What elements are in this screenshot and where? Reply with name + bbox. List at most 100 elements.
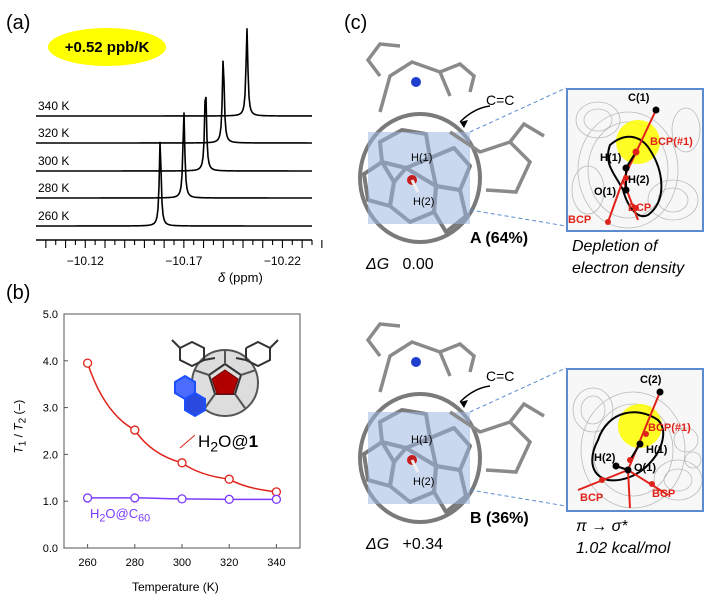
bottom-caption-line1: π → σ*	[576, 518, 628, 535]
pyridine-arms-icon	[171, 339, 279, 368]
bottom-inset-drawing	[572, 387, 702, 509]
nmr-xlabel-unit: (ppm)	[225, 270, 263, 285]
label-h2o-at-1: H2O@1	[198, 432, 259, 456]
chart-y-tick-label: 1.0	[43, 496, 58, 508]
nmr-badge-text: +0.52 ppb/K	[64, 38, 150, 56]
bottom-cc-arrow	[459, 385, 491, 403]
nmr-spectra: −10.12 −10.17 −10.22	[36, 28, 323, 268]
nmr-temp-label: 320 K	[38, 126, 70, 140]
inset-connector	[469, 367, 567, 413]
top-inset-h2-label: H(2)	[628, 174, 650, 186]
nmr-trace	[36, 141, 312, 227]
bottom-h2-label: H(2)	[413, 476, 435, 488]
data-point	[224, 494, 234, 504]
data-point	[271, 494, 282, 504]
label-leader-line	[179, 434, 196, 449]
top-cc-arrow	[459, 105, 491, 123]
data-point	[82, 493, 93, 503]
nmr-x-tick-label: −10.17	[165, 254, 202, 268]
top-caption-line2: electron density	[572, 260, 685, 277]
bottom-inset-h1-label: H(1)	[646, 444, 668, 456]
top-inset-o1-label: O(1)	[594, 186, 616, 198]
bottom-cc-label: C=C	[486, 368, 515, 384]
panel-label-c: (c)	[344, 12, 368, 34]
bottom-inset-c-label: C(2)	[640, 374, 662, 386]
top-inset-bcp-b-label: BCP	[568, 214, 592, 226]
bottom-inset-o1-label: O(1)	[634, 462, 656, 474]
top-h1-label: H(1)	[411, 152, 433, 164]
chart-y-tick-label: 2.0	[43, 449, 58, 461]
bottom-cap-arms	[365, 322, 476, 393]
top-inset-bcp-a-label: BCP	[628, 202, 652, 214]
bottom-caption-line2: 1.02 kcal/mol	[576, 540, 671, 557]
bottom-delta-g: ΔG +0.34	[366, 536, 444, 553]
bottom-side-arm	[449, 401, 545, 474]
data-point	[177, 458, 187, 468]
data-point	[224, 474, 234, 484]
nmr-trace	[36, 60, 312, 144]
chart-x-tick-label: 320	[220, 557, 238, 569]
chart-x-tick-label: 280	[126, 557, 144, 569]
bottom-water-bond	[410, 459, 420, 473]
top-highlight-box	[368, 132, 470, 224]
bottom-inset-bcp-b-label: BCP	[652, 488, 676, 500]
nmr-xlabel: δ (ppm)	[218, 270, 263, 285]
nmr-temp-label: 280 K	[38, 181, 70, 195]
bottom-inset-bcp1-label: BCP(#1)	[648, 422, 691, 434]
bottom-inset: C(2) H(1) H(2) O(1) BCP(#1) BCP BCP	[566, 368, 704, 512]
nmr-x-tick-label: −10.22	[264, 254, 301, 268]
nmr-xlabel-symbol: δ	[218, 270, 226, 285]
label-h2o-at-c60: H2O@C60	[90, 506, 151, 525]
nmr-temp-label: 260 K	[38, 209, 70, 223]
chart-xlabel: Temperature (K)	[132, 580, 219, 594]
anthracene-blue-icon	[174, 374, 206, 418]
bottom-cc-arrowhead	[460, 400, 468, 408]
inset-connector	[469, 489, 567, 507]
data-point	[130, 493, 140, 503]
chart-x-tick-label: 340	[267, 557, 285, 569]
top-inset: C(1) H(1) H(2) O(1) BCP(#1) BCP BCP	[566, 88, 704, 232]
nmr-badge: +0.52 ppb/K	[48, 28, 166, 66]
nmr-trace	[36, 28, 313, 117]
chart-x-tick-label: 260	[78, 557, 96, 569]
data-point	[130, 425, 140, 435]
nmr-trace	[36, 112, 312, 199]
bottom-structure-name: B (36%)	[470, 510, 529, 527]
bottom-highlight-box	[368, 412, 470, 504]
chart-y-tick-label: 4.0	[43, 356, 58, 368]
top-delta-g: ΔG 0.00	[366, 256, 434, 273]
panel-label-a: (a)	[6, 12, 31, 34]
inset-connector	[469, 209, 567, 227]
top-structure-name: A (64%)	[470, 230, 529, 247]
panel-label-b: (b)	[6, 282, 31, 304]
top-inset-bcp1-label: BCP(#1)	[650, 136, 693, 148]
inset-connector	[469, 87, 567, 133]
bottom-h1-label: H(1)	[411, 434, 433, 446]
bottom-inset-h2-label: H(2)	[594, 452, 616, 464]
chart-x-tick-label: 300	[173, 557, 191, 569]
nmr-trace	[36, 96, 312, 172]
top-side-arm	[449, 121, 545, 194]
top-inset-c-label: C(1)	[628, 92, 650, 104]
chart-y-tick-label: 5.0	[43, 309, 58, 321]
top-cc-label: C=C	[486, 92, 515, 108]
top-water-bond	[410, 179, 420, 193]
bottom-nitrogen-atom	[411, 357, 421, 367]
top-h2-label: H(2)	[413, 196, 435, 208]
data-point	[177, 494, 187, 504]
top-nitrogen-atom	[411, 77, 421, 87]
data-point	[82, 358, 93, 368]
top-inset-drawing	[571, 101, 701, 229]
water-highlight-icon	[211, 369, 239, 395]
top-caption-line1: Depletion of	[572, 238, 658, 255]
bottom-inset-bcp-a-label: BCP	[580, 492, 604, 504]
nmr-temp-label: 340 K	[38, 99, 70, 113]
top-cc-arrowhead	[460, 120, 468, 128]
nmr-x-tick-label: −10.12	[67, 254, 104, 268]
top-cap-arms	[365, 42, 476, 113]
nmr-temp-label: 300 K	[38, 154, 70, 168]
chart-y-tick-label: 3.0	[43, 403, 58, 415]
